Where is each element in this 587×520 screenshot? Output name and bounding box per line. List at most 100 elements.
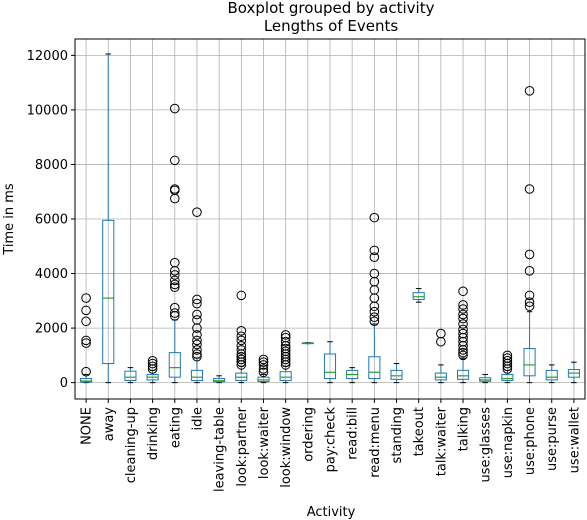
x-tick-label: cleaning-up <box>124 407 139 483</box>
flier-point <box>81 366 91 377</box>
x-tick-label: ordering <box>301 407 316 462</box>
flier-point <box>192 207 202 217</box>
flier-point <box>502 353 513 363</box>
box-look-window <box>279 330 292 384</box>
flier-point <box>169 257 180 268</box>
box-iqr <box>168 352 181 378</box>
flier-point <box>81 338 91 348</box>
box-iqr <box>102 219 115 365</box>
box-use-purse <box>545 364 558 384</box>
box-idle <box>190 207 203 384</box>
flier-point <box>236 335 247 346</box>
box-iqr <box>323 353 337 380</box>
flier-point <box>458 300 468 310</box>
flier-point <box>458 328 468 339</box>
flier-point <box>236 331 247 342</box>
flier-point <box>236 326 247 336</box>
flier-point <box>458 309 468 320</box>
box-standing <box>390 363 403 384</box>
box-read-bill <box>346 367 359 384</box>
box-use-glasses <box>479 373 492 384</box>
flier-point <box>81 335 91 346</box>
flier-point <box>192 349 202 359</box>
flier-point <box>369 306 380 317</box>
flier-point <box>458 286 468 297</box>
box-use-napkin <box>501 350 514 384</box>
box-iqr <box>412 292 425 300</box>
x-tick-label: idle <box>190 407 205 430</box>
x-tick-label: read:menu <box>368 407 383 478</box>
flier-point <box>258 357 269 367</box>
flier-point <box>436 328 446 339</box>
flier-point <box>258 360 269 370</box>
box-look-waiter <box>257 354 270 384</box>
box-takeout <box>412 288 425 303</box>
x-tick-label: use:wallet <box>567 407 582 473</box>
box-iqr <box>523 348 536 377</box>
flier-point <box>502 350 513 361</box>
flier-point <box>192 339 202 350</box>
flier-point <box>369 245 380 256</box>
flier-point <box>192 345 202 355</box>
box-drinking <box>146 356 159 384</box>
flier-point <box>192 294 202 305</box>
flier-point <box>192 351 202 362</box>
flier-point <box>169 184 180 194</box>
y-tick-label: 12000 <box>27 49 68 64</box>
flier-point <box>192 298 202 309</box>
box-away <box>102 53 115 384</box>
x-tick-label: leaving-table <box>213 407 228 492</box>
x-tick-label: standing <box>390 407 405 463</box>
chart-title: Boxplot grouped by activity <box>228 0 435 17</box>
flier-point <box>192 330 202 340</box>
flier-point <box>280 346 291 357</box>
flier-point <box>458 347 468 358</box>
flier-point <box>458 313 468 324</box>
x-axis-label: Activity <box>307 505 356 520</box>
flier-point <box>169 275 180 286</box>
flier-point <box>369 268 380 279</box>
flier-point <box>147 358 158 369</box>
flier-point <box>236 341 247 351</box>
box-iqr <box>368 356 381 380</box>
x-tick-label: talk:waiter <box>434 406 449 476</box>
flier-point <box>81 305 91 316</box>
flier-point <box>458 350 468 361</box>
flier-point <box>236 345 247 355</box>
x-tick-label: pay:check <box>324 407 339 473</box>
box-pay-check <box>323 341 337 384</box>
flier-point <box>169 308 180 318</box>
flier-point <box>524 290 535 301</box>
flier-point <box>458 324 468 335</box>
box-iqr <box>434 372 447 381</box>
flier-point <box>258 364 269 374</box>
x-tick-label: takeout <box>412 407 427 456</box>
flier-point <box>369 252 380 262</box>
x-tick-label: use:napkin <box>501 407 516 478</box>
x-tick-label: use:purse <box>545 407 560 471</box>
box-use-phone <box>523 86 536 384</box>
flier-point <box>192 309 202 320</box>
box-use-wallet <box>567 361 580 384</box>
box-iqr <box>501 373 514 381</box>
y-tick-label: 10000 <box>27 103 68 118</box>
flier-point <box>524 297 535 307</box>
flier-point <box>524 249 535 260</box>
box-none <box>80 293 93 384</box>
box-iqr <box>279 371 292 381</box>
x-tick-label: look:partner <box>235 406 250 486</box>
flier-point <box>169 282 180 292</box>
flier-point <box>236 351 247 362</box>
flier-point <box>369 212 380 223</box>
box-eating <box>168 103 181 384</box>
box-talking <box>457 286 470 384</box>
flier-point <box>258 367 269 378</box>
box-look-partner <box>235 290 248 384</box>
x-tick-layer: NONE away cleaning-up drinking eating idle lea… <box>80 399 582 492</box>
flier-point <box>147 356 158 366</box>
flier-point <box>192 335 202 346</box>
flier-point <box>81 293 91 303</box>
chart-subtitle: Lengths of Events <box>264 17 399 35</box>
